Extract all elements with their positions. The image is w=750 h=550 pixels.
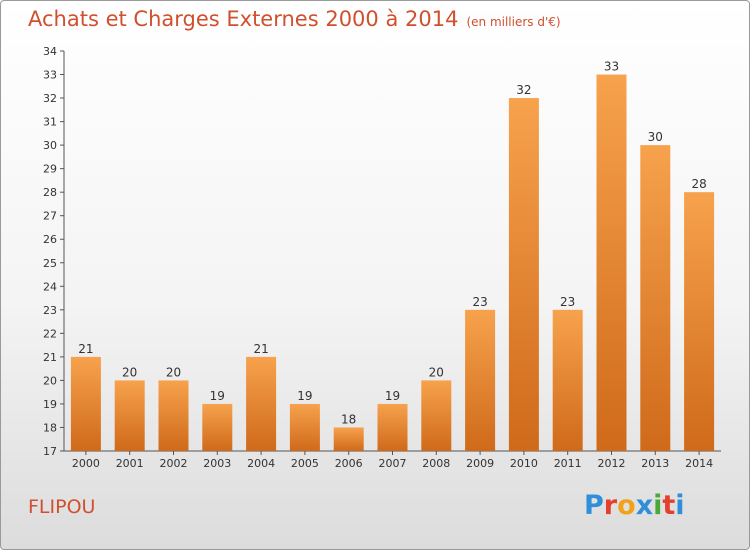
y-tick-label: 24	[43, 280, 57, 293]
x-tick-label: 2004	[247, 457, 275, 470]
y-tick-label: 19	[43, 398, 57, 411]
proxiti-logo: Proxiti	[584, 490, 685, 521]
bar	[333, 427, 364, 451]
y-tick-label: 25	[43, 257, 57, 270]
y-tick-label: 18	[43, 421, 57, 434]
logo-letter: t	[662, 490, 676, 521]
bar	[684, 192, 715, 452]
logo-letter: r	[603, 490, 618, 521]
chart-axes: 17 18 19 20 21 22 23 24 25 26 27 28 29 30 31 32 33 34 2000…	[43, 45, 721, 470]
x-tick-label: 2012	[598, 457, 626, 470]
y-tick-label: 32	[43, 92, 57, 105]
logo-letter: P	[584, 490, 604, 521]
y-tick-label: 21	[43, 351, 57, 364]
bar	[377, 403, 408, 451]
x-tick-label: 2002	[160, 457, 188, 470]
y-tick-label: 23	[43, 304, 57, 317]
y-tick-label: 27	[43, 210, 57, 223]
x-tick-label: 2010	[510, 457, 538, 470]
logo-letter: i	[653, 490, 663, 521]
chart-unit: (en milliers d'€)	[466, 15, 561, 29]
chart-title: Achats et Charges Externes 2000 à 2014 (e…	[28, 7, 561, 31]
logo-letter: x	[635, 490, 654, 521]
bar-value-label: 30	[648, 130, 663, 144]
bar	[465, 309, 496, 451]
bar	[596, 74, 627, 451]
chart-bars	[70, 74, 715, 452]
x-tick-label: 2005	[291, 457, 319, 470]
bar-value-label: 18	[341, 412, 356, 426]
bar	[70, 356, 101, 451]
logo-letter: o	[617, 490, 636, 521]
bar	[421, 380, 452, 451]
x-tick-label: 2000	[72, 457, 100, 470]
logo-letter: i	[675, 490, 685, 521]
bar	[246, 356, 277, 451]
bar-value-label: 19	[385, 389, 400, 403]
bar-value-label: 33	[604, 60, 619, 74]
x-tick-label: 2011	[554, 457, 582, 470]
y-tick-label: 30	[43, 139, 57, 152]
bar-value-label: 20	[429, 365, 444, 379]
y-tick-label: 22	[43, 327, 57, 340]
chart-value-labels: 21 20 20 19 21 19 18 19 20 23 32 23 33 30 28	[78, 60, 706, 427]
bar-value-label: 19	[210, 389, 225, 403]
y-tick-label: 31	[43, 116, 57, 129]
bar	[508, 98, 539, 451]
x-tick-label: 2003	[203, 457, 231, 470]
bar-value-label: 23	[560, 295, 575, 309]
y-tick-label: 29	[43, 163, 57, 176]
bar-value-label: 21	[78, 342, 93, 356]
y-tick-label: 28	[43, 186, 57, 199]
x-tick-label: 2009	[466, 457, 494, 470]
bar-value-label: 32	[516, 83, 531, 97]
bar-value-label: 19	[297, 389, 312, 403]
bar-value-label: 21	[253, 342, 268, 356]
y-tick-label: 17	[43, 445, 57, 458]
x-tick-label: 2013	[641, 457, 669, 470]
bar	[114, 380, 145, 451]
bar-value-label: 20	[122, 365, 137, 379]
bar	[289, 403, 320, 451]
y-tick-label: 34	[43, 45, 57, 58]
bar	[640, 145, 671, 451]
bar-value-label: 20	[166, 365, 181, 379]
x-tick-label: 2014	[685, 457, 713, 470]
bar-value-label: 28	[691, 177, 706, 191]
bar	[552, 309, 583, 451]
x-tick-label: 2001	[116, 457, 144, 470]
y-tick-label: 20	[43, 374, 57, 387]
chart-title-text: Achats et Charges Externes 2000 à 2014	[28, 7, 459, 31]
x-tick-label: 2008	[422, 457, 450, 470]
x-tick-label: 2006	[335, 457, 363, 470]
bar	[202, 403, 233, 451]
bar-value-label: 23	[472, 295, 487, 309]
x-tick-label: 2007	[379, 457, 407, 470]
y-tick-label: 33	[43, 69, 57, 82]
bar	[158, 380, 189, 451]
y-tick-label: 26	[43, 233, 57, 246]
commune-name: FLIPOU	[28, 496, 96, 518]
